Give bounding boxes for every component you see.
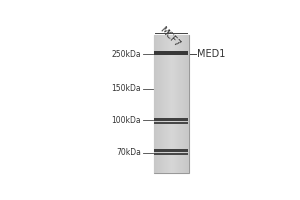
Bar: [163, 35, 164, 173]
Bar: [176, 35, 177, 173]
Bar: [182, 35, 183, 173]
Bar: [173, 35, 175, 173]
Bar: [164, 35, 165, 173]
Bar: [154, 153, 188, 155]
Bar: [167, 35, 168, 173]
Bar: [186, 35, 188, 173]
Bar: [165, 35, 166, 173]
Bar: [161, 35, 162, 173]
Bar: [154, 149, 188, 152]
Bar: [188, 35, 189, 173]
Bar: [160, 35, 161, 173]
Bar: [184, 35, 185, 173]
Bar: [154, 118, 188, 121]
Bar: [157, 35, 158, 173]
Text: 150kDa: 150kDa: [111, 84, 141, 93]
Bar: [175, 35, 176, 173]
Bar: [183, 35, 184, 173]
Bar: [169, 35, 170, 173]
Text: 250kDa: 250kDa: [111, 50, 141, 59]
Bar: [178, 35, 179, 173]
Bar: [177, 35, 178, 173]
Bar: [179, 35, 181, 173]
Bar: [154, 35, 189, 173]
Bar: [185, 35, 186, 173]
Bar: [172, 35, 173, 173]
Bar: [181, 35, 182, 173]
Bar: [154, 35, 155, 173]
Text: 100kDa: 100kDa: [111, 116, 141, 125]
Bar: [156, 35, 157, 173]
Bar: [171, 35, 172, 173]
Bar: [155, 35, 156, 173]
Text: MED1: MED1: [197, 49, 225, 59]
Bar: [162, 35, 163, 173]
Bar: [168, 35, 169, 173]
Text: MCF7: MCF7: [158, 26, 182, 49]
Bar: [170, 35, 171, 173]
Bar: [154, 122, 188, 124]
Text: 70kDa: 70kDa: [116, 148, 141, 157]
Bar: [154, 51, 188, 55]
Bar: [158, 35, 160, 173]
